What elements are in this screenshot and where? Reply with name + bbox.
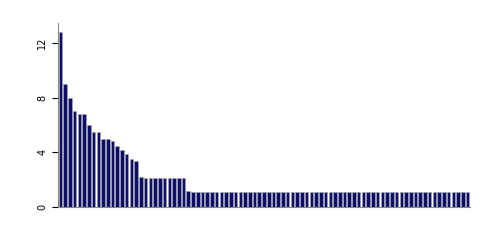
- Bar: [305, 192, 308, 207]
- Bar: [290, 192, 294, 207]
- Bar: [116, 146, 119, 207]
- Bar: [234, 192, 238, 207]
- Bar: [361, 192, 365, 207]
- Bar: [272, 192, 275, 207]
- Bar: [139, 177, 143, 207]
- Bar: [419, 192, 422, 207]
- Bar: [286, 192, 289, 207]
- Bar: [229, 192, 233, 207]
- Bar: [205, 192, 209, 207]
- Bar: [328, 192, 332, 207]
- Bar: [163, 178, 167, 207]
- Bar: [224, 192, 228, 207]
- Bar: [381, 192, 384, 207]
- Bar: [324, 192, 327, 207]
- Bar: [371, 192, 375, 207]
- Bar: [428, 192, 432, 207]
- Bar: [300, 192, 304, 207]
- Bar: [111, 141, 114, 207]
- Bar: [73, 111, 76, 207]
- Bar: [437, 192, 441, 207]
- Bar: [333, 192, 337, 207]
- Bar: [452, 192, 455, 207]
- Bar: [96, 132, 100, 207]
- Bar: [87, 125, 91, 207]
- Bar: [201, 192, 204, 207]
- Bar: [68, 98, 72, 207]
- Bar: [63, 84, 67, 207]
- Bar: [191, 192, 195, 207]
- Bar: [78, 114, 81, 207]
- Bar: [423, 192, 427, 207]
- Bar: [456, 192, 460, 207]
- Bar: [447, 192, 450, 207]
- Bar: [432, 192, 436, 207]
- Bar: [399, 192, 403, 207]
- Bar: [168, 178, 171, 207]
- Bar: [120, 150, 124, 207]
- Bar: [390, 192, 394, 207]
- Bar: [144, 178, 147, 207]
- Bar: [59, 32, 62, 207]
- Bar: [319, 192, 323, 207]
- Bar: [461, 192, 465, 207]
- Bar: [267, 192, 271, 207]
- Bar: [253, 192, 256, 207]
- Bar: [257, 192, 261, 207]
- Bar: [376, 192, 379, 207]
- Bar: [125, 154, 129, 207]
- Bar: [239, 192, 242, 207]
- Bar: [404, 192, 408, 207]
- Bar: [158, 178, 162, 207]
- Bar: [352, 192, 356, 207]
- Bar: [149, 178, 152, 207]
- Bar: [385, 192, 389, 207]
- Bar: [101, 139, 105, 207]
- Bar: [414, 192, 417, 207]
- Bar: [466, 192, 469, 207]
- Bar: [134, 160, 138, 207]
- Bar: [338, 192, 341, 207]
- Bar: [262, 192, 266, 207]
- Bar: [182, 178, 185, 207]
- Bar: [442, 192, 445, 207]
- Bar: [243, 192, 247, 207]
- Bar: [220, 192, 223, 207]
- Bar: [366, 192, 370, 207]
- Bar: [153, 178, 157, 207]
- Bar: [83, 114, 86, 207]
- Bar: [343, 192, 346, 207]
- Bar: [348, 192, 351, 207]
- Bar: [215, 192, 218, 207]
- Bar: [187, 191, 190, 207]
- Bar: [210, 192, 214, 207]
- Bar: [395, 192, 398, 207]
- Bar: [172, 178, 176, 207]
- Bar: [92, 132, 96, 207]
- Bar: [106, 139, 109, 207]
- Bar: [248, 192, 252, 207]
- Bar: [196, 192, 200, 207]
- Bar: [295, 192, 299, 207]
- Bar: [310, 192, 313, 207]
- Bar: [281, 192, 285, 207]
- Bar: [276, 192, 280, 207]
- Bar: [409, 192, 412, 207]
- Bar: [357, 192, 360, 207]
- Bar: [177, 178, 180, 207]
- Bar: [130, 159, 133, 207]
- Bar: [314, 192, 318, 207]
